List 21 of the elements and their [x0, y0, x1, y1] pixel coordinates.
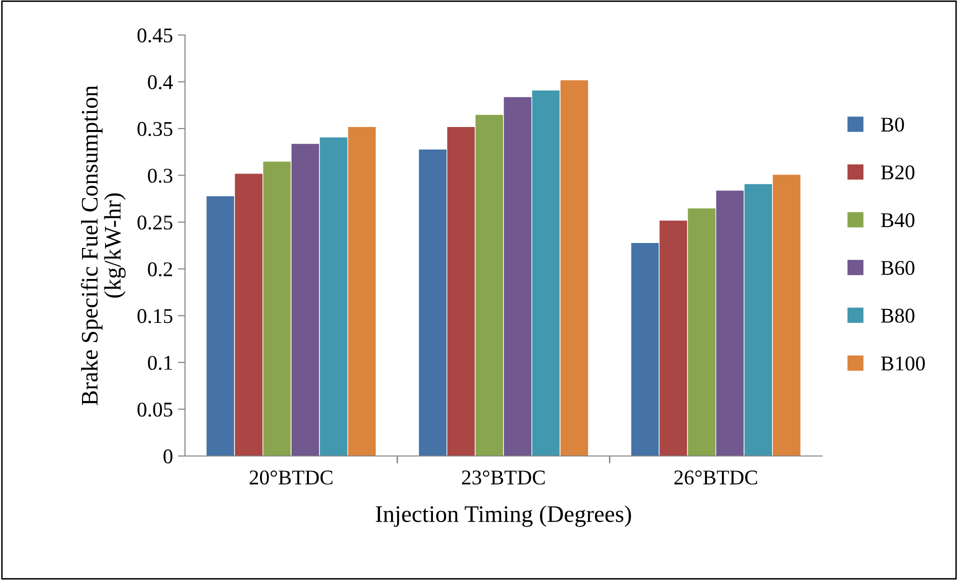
y-tick-label: 0.25 — [138, 215, 172, 230]
y-tick-label: 0 — [164, 449, 172, 464]
x-tick-label: 23°BTDC — [462, 470, 545, 485]
legend-label: B20 — [881, 165, 914, 180]
y-tick-label: 0.3 — [148, 168, 172, 183]
x-tick-label: 26°BTDC — [674, 470, 758, 485]
x-tick-label: 20°BTDC — [250, 470, 332, 485]
y-tick-label: 0.15 — [138, 309, 172, 324]
y-axis-title: Brake Specific Fuel Consumption (kg/kW-hr) — [80, 86, 126, 406]
y-tick-label: 0.05 — [138, 402, 172, 417]
y-tick-label: 0.4 — [148, 75, 173, 90]
y-tick-label: 0.1 — [148, 356, 172, 370]
legend-label: B100 — [881, 356, 925, 371]
y-tick-label: 0.45 — [138, 28, 172, 43]
legend-label: B60 — [881, 260, 914, 275]
legend-label: B40 — [881, 213, 914, 228]
legend-label: B0 — [881, 118, 904, 132]
legend-label: B80 — [881, 308, 914, 323]
y-tick-label: 0.2 — [148, 262, 172, 276]
y-tick-label: 0.35 — [138, 122, 172, 136]
x-axis-title: Injection Timing (Degrees) — [376, 505, 631, 527]
